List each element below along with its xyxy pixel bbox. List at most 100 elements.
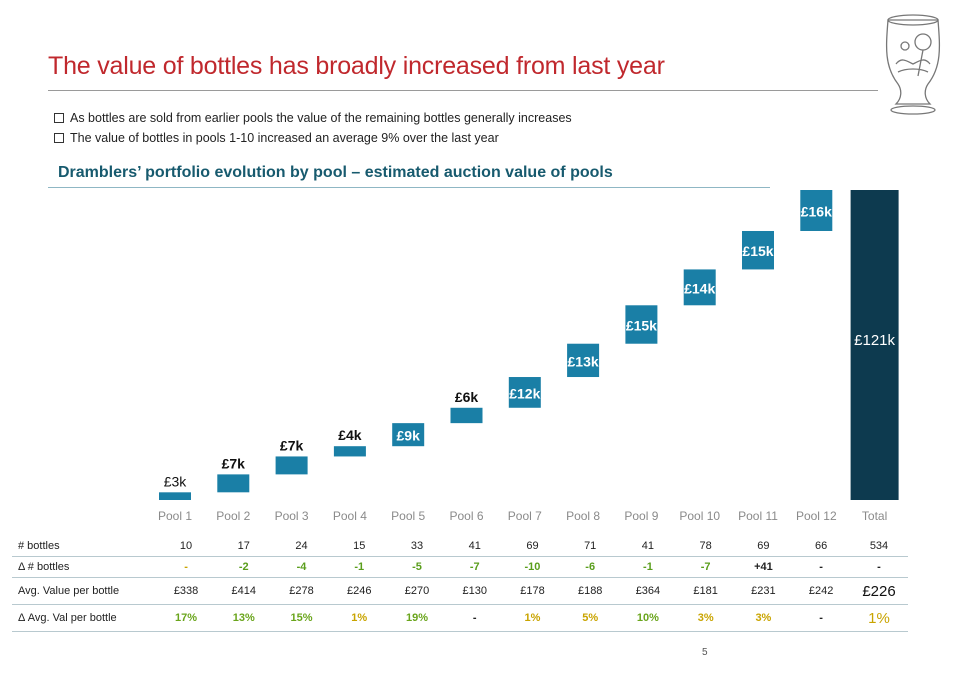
category-label: Pool 6 bbox=[449, 509, 483, 523]
bullet-item: The value of bottles in pools 1-10 incre… bbox=[54, 128, 572, 148]
table-cell: 1% bbox=[503, 604, 562, 632]
bar-pool-5 bbox=[392, 423, 425, 447]
category-label: Total bbox=[862, 509, 887, 523]
bar-pool-10 bbox=[683, 269, 716, 306]
category-label: Pool 9 bbox=[624, 509, 658, 523]
category-label: Pool 4 bbox=[333, 509, 367, 523]
table-cell: £246 bbox=[330, 577, 389, 605]
chart-title: Dramblers’ portfolio evolution by pool –… bbox=[58, 164, 613, 181]
table-cell: 15% bbox=[272, 604, 331, 632]
table-cell: -10 bbox=[503, 556, 562, 578]
table-cell: £414 bbox=[214, 577, 273, 605]
pool-stats-table: # bottles 10 17 24 15 33 41 69 71 41 78 69 66 534 Δ # … bbox=[12, 536, 908, 632]
table-cell: 13% bbox=[214, 604, 273, 632]
category-label: Pool 3 bbox=[275, 509, 309, 523]
table-row: Δ Avg. Val per bottle 17% 13% 15% 1% 19% -1% 5%… bbox=[12, 604, 908, 632]
category-label: Pool 12 bbox=[796, 509, 837, 523]
bar-pool-8 bbox=[567, 343, 600, 378]
table-cell: 66 bbox=[792, 536, 850, 557]
checkbox-bullet-icon bbox=[54, 133, 64, 143]
table-cell: £178 bbox=[503, 577, 562, 605]
bullet-list: As bottles are sold from earlier pools t… bbox=[54, 108, 572, 148]
bar-value-label: £3k bbox=[164, 473, 188, 489]
table-cell: £226 bbox=[850, 577, 908, 605]
table-cell: 17% bbox=[157, 604, 215, 632]
category-label: Pool 1 bbox=[158, 509, 192, 523]
row-label: Δ # bottles bbox=[12, 556, 158, 578]
table-cell: +41 bbox=[734, 556, 793, 578]
table-cell: -1 bbox=[619, 556, 677, 578]
row-label: Avg. Value per bottle bbox=[12, 577, 158, 605]
bullet-text: As bottles are sold from earlier pools t… bbox=[70, 111, 572, 125]
table-cell: 1% bbox=[330, 604, 389, 632]
table-row: Avg. Value per bottle £338 £414 £278 £246 £27… bbox=[12, 577, 908, 605]
table-cell: £130 bbox=[445, 577, 504, 605]
table-row: # bottles 10 17 24 15 33 41 69 71 41 78 69 66 534 bbox=[12, 536, 908, 557]
table-cell: £270 bbox=[388, 577, 446, 605]
table-row: Δ # bottles - -2 -4 -1 -5 -7 -10 -6 -1 -7 +41- - bbox=[12, 556, 908, 578]
bar-value-label: £15k bbox=[742, 243, 773, 259]
table-cell: 3% bbox=[734, 604, 793, 632]
table-cell: - bbox=[792, 604, 850, 632]
bar-value-label: £4k bbox=[338, 427, 362, 443]
table-cell: 78 bbox=[676, 536, 735, 557]
row-label: Δ Avg. Val per bottle bbox=[12, 604, 158, 632]
table-cell: -2 bbox=[214, 556, 273, 578]
bar-value-label: £7k bbox=[280, 437, 304, 453]
category-label: Pool 8 bbox=[566, 509, 600, 523]
table-cell: £242 bbox=[792, 577, 850, 605]
table-cell: - bbox=[445, 604, 504, 632]
bar-pool-6 bbox=[450, 407, 483, 424]
table-cell: 19% bbox=[388, 604, 446, 632]
table-cell: 17 bbox=[214, 536, 273, 557]
bar-pool-12 bbox=[800, 190, 833, 231]
title-divider bbox=[48, 90, 878, 91]
bar-value-label: £121k bbox=[854, 332, 895, 349]
table-cell: -5 bbox=[388, 556, 446, 578]
bar-value-label: £15k bbox=[626, 318, 657, 334]
table-cell: -7 bbox=[445, 556, 504, 578]
page-number: 5 bbox=[702, 647, 708, 658]
slide-title: The value of bottles has broadly increas… bbox=[48, 52, 665, 80]
table-cell: 69 bbox=[734, 536, 793, 557]
bar-pool-7 bbox=[508, 377, 541, 408]
table-cell: 69 bbox=[503, 536, 562, 557]
table-cell: -1 bbox=[330, 556, 389, 578]
whisky-glass-monocle-icon bbox=[885, 14, 941, 115]
bullet-text: The value of bottles in pools 1-10 incre… bbox=[70, 131, 499, 145]
table-cell: £364 bbox=[619, 577, 677, 605]
row-label: # bottles bbox=[12, 536, 158, 557]
chart-title-divider bbox=[48, 187, 770, 188]
table-cell: £278 bbox=[272, 577, 331, 605]
table-cell: - bbox=[850, 556, 908, 578]
table-cell: 3% bbox=[676, 604, 735, 632]
table-cell: 41 bbox=[445, 536, 504, 557]
bar-value-label: £9k bbox=[397, 428, 421, 444]
bar-value-label: £12k bbox=[509, 385, 540, 401]
category-label: Pool 5 bbox=[391, 509, 425, 523]
table-cell: 33 bbox=[388, 536, 446, 557]
category-label: Pool 2 bbox=[216, 509, 250, 523]
table-cell: £231 bbox=[734, 577, 793, 605]
bar-value-label: £7k bbox=[222, 455, 246, 471]
table-cell: 534 bbox=[850, 536, 908, 557]
table-cell: 10 bbox=[157, 536, 215, 557]
bar-pool-9 bbox=[625, 305, 658, 344]
category-label: Pool 11 bbox=[738, 509, 778, 523]
table-cell: 1% bbox=[850, 604, 908, 632]
category-label: Pool 7 bbox=[508, 509, 542, 523]
checkbox-bullet-icon bbox=[54, 113, 64, 123]
table-cell: £181 bbox=[676, 577, 735, 605]
table-cell: -4 bbox=[272, 556, 331, 578]
bar-value-label: £6k bbox=[455, 389, 479, 405]
bar-pool-2 bbox=[217, 474, 250, 493]
bullet-item: As bottles are sold from earlier pools t… bbox=[54, 108, 572, 128]
table-cell: 41 bbox=[619, 536, 677, 557]
table-cell: £188 bbox=[561, 577, 620, 605]
bar-value-label: £16k bbox=[801, 203, 832, 219]
table-cell: 24 bbox=[272, 536, 331, 557]
bar-pool-11 bbox=[742, 230, 774, 270]
table-cell: £338 bbox=[157, 577, 215, 605]
bar-total bbox=[850, 190, 899, 500]
